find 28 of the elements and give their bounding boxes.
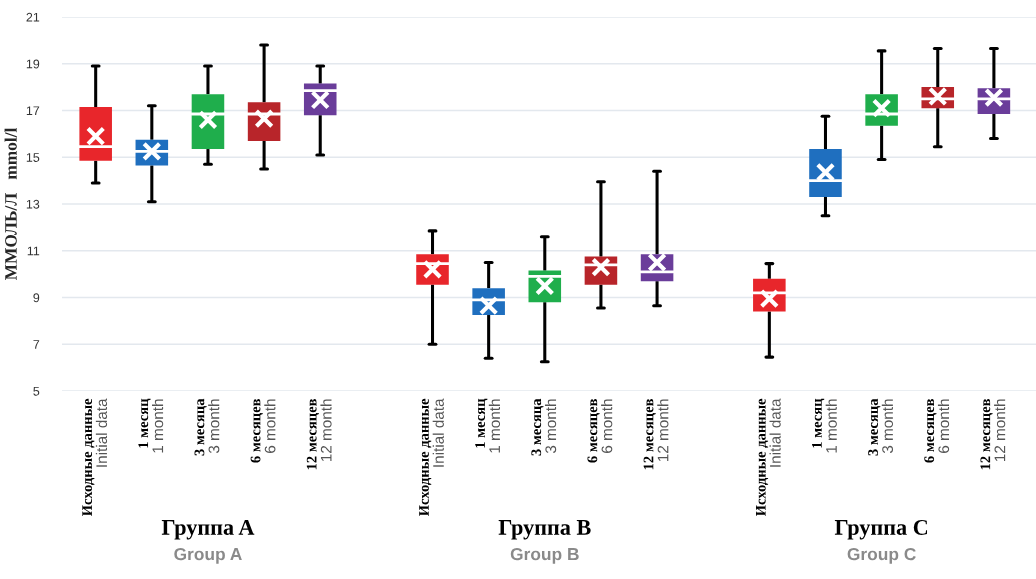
y-tick-label: 13	[26, 199, 40, 209]
y-tick-label: 9	[33, 293, 40, 303]
y-tick-label: 17	[26, 106, 40, 116]
x-tick-label: 1 месяц 1 month	[475, 398, 501, 453]
x-tick-label: 3 месяца 3 month	[194, 398, 220, 456]
x-tick-label: Исходные данные Initial data	[82, 398, 108, 517]
y-tick-label: 11	[27, 246, 40, 256]
y-axis-title: ММОЛЬ/Л mmol/l	[4, 127, 17, 281]
text: Группа B Group B	[498, 520, 591, 564]
y-tick-label: 21	[26, 12, 40, 22]
x-tick-label: 6 месяцев 6 month	[250, 398, 276, 463]
x-tick-label: Исходные данные Initial data	[756, 398, 781, 517]
y-tick-label: 5	[33, 386, 40, 396]
x-tick-label: 1 месяц 1 month	[812, 398, 837, 453]
x-tick-label: 12 месяцев 12 month	[643, 398, 669, 470]
x-tick-label: 12 месяцев 12 month	[980, 398, 1006, 470]
x-tick-label: 3 месяца 3 month	[531, 398, 557, 456]
text: Группа C Group C	[834, 519, 928, 564]
y-tick-label: 15	[26, 153, 40, 162]
text: Группа A Group A	[161, 519, 255, 564]
x-tick-label: 3 месяца 3 month	[868, 398, 894, 456]
x-tick-label: 1 месяц 1 month	[138, 398, 164, 453]
y-tick-label: 19	[26, 59, 40, 69]
x-tick-label: 12 месяцев 12 month	[306, 398, 332, 470]
x-tick-label: 6 месяцев 6 month	[924, 398, 950, 463]
y-tick-label: 7	[33, 340, 40, 349]
x-tick-label: Исходные данные Initial data	[419, 398, 444, 517]
x-tick-label: 6 месяцев 6 month	[587, 398, 613, 463]
